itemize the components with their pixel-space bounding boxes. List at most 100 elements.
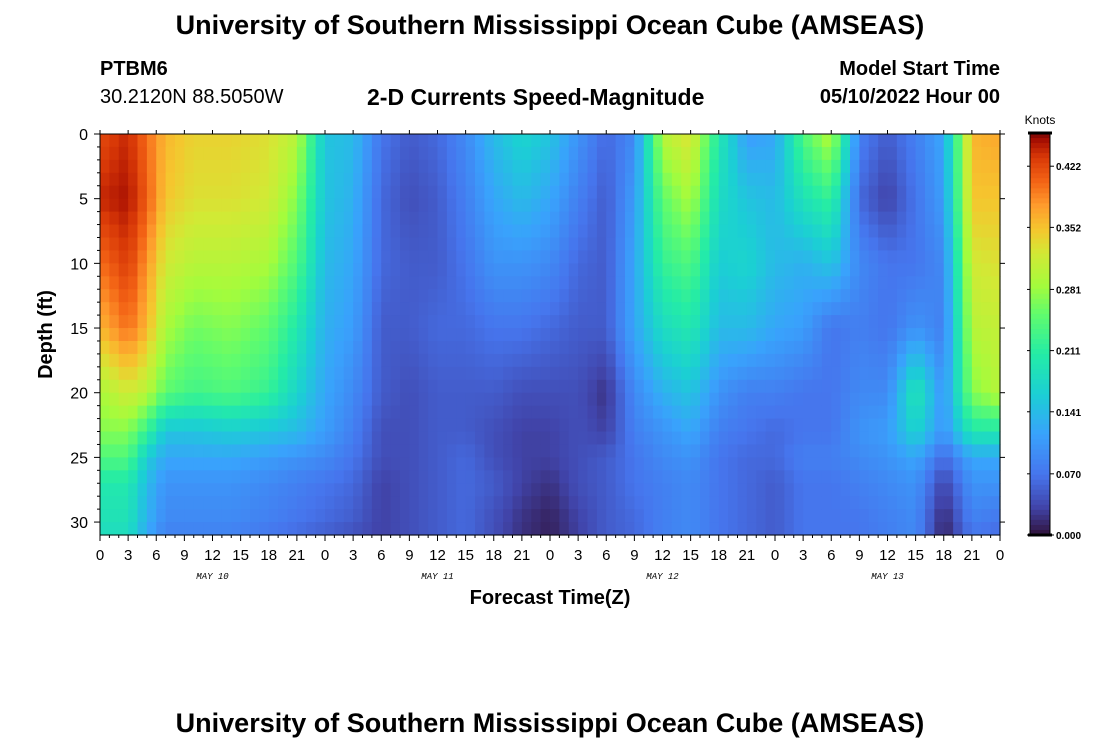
heatmap-cell [371, 263, 382, 277]
heatmap-cell [634, 302, 645, 316]
heatmap-cell [840, 224, 851, 239]
heatmap-cell [775, 263, 785, 277]
heatmap-cell [156, 211, 167, 226]
colorbar-swatch [1030, 474, 1050, 481]
heatmap-cell [831, 340, 842, 355]
heatmap-cell [746, 289, 757, 303]
heatmap-cell [803, 159, 814, 174]
heatmap-cell [634, 172, 645, 187]
heatmap-cell [390, 276, 401, 290]
colorbar-tick-label: 0.070 [1056, 470, 1081, 481]
heatmap-cell [868, 211, 879, 226]
heatmap-cell [943, 483, 954, 497]
heatmap-cell [446, 509, 457, 523]
heatmap-cell [193, 405, 204, 420]
heatmap-cell [343, 263, 354, 277]
colorbar-swatch [1030, 509, 1050, 516]
heatmap-cell [531, 289, 542, 303]
heatmap-cell [137, 392, 148, 407]
heatmap-cell [859, 470, 870, 484]
heatmap-cell [100, 328, 110, 342]
heatmap-cell [137, 366, 148, 381]
heatmap-cell [709, 263, 720, 277]
heatmap-cell [981, 392, 992, 407]
heatmap-cell [240, 289, 251, 303]
heatmap-cell [784, 353, 795, 368]
heatmap-cell [671, 224, 682, 239]
heatmap-cell [296, 366, 307, 381]
heatmap-cell [971, 159, 982, 174]
heatmap-cell [165, 289, 176, 303]
heatmap-cell [550, 353, 560, 368]
heatmap-cell [231, 379, 242, 394]
heatmap-cell [503, 405, 514, 420]
heatmap-cell [784, 328, 795, 342]
heatmap-cell [653, 457, 664, 471]
heatmap-cell [793, 250, 804, 264]
heatmap-cell [503, 457, 514, 471]
heatmap-cell [925, 457, 935, 471]
heatmap-cell [793, 211, 804, 226]
heatmap-cell [325, 366, 335, 381]
heatmap-cell [643, 457, 654, 471]
heatmap-cell [221, 457, 232, 471]
heatmap-cell [184, 250, 195, 264]
heatmap-cell [521, 263, 532, 277]
chart-subtitle: 2-D Currents Speed-Magnitude [367, 84, 705, 110]
x-tick-label: 15 [907, 547, 924, 564]
heatmap-cell [315, 379, 326, 394]
heatmap-cell [278, 340, 289, 355]
heatmap-cell [334, 263, 345, 277]
heatmap-cell [334, 353, 345, 368]
heatmap-cell [175, 328, 185, 342]
heatmap-cell [596, 431, 607, 446]
heatmap-cell [709, 366, 720, 381]
heatmap-cell [362, 146, 373, 161]
heatmap-cell [559, 134, 570, 148]
heatmap-cell [803, 289, 814, 303]
heatmap-cell [587, 172, 598, 187]
heatmap-cell [906, 250, 917, 264]
heatmap-cell [175, 224, 185, 239]
colorbar-swatch [1030, 349, 1050, 355]
heatmap-cell [250, 522, 260, 536]
heatmap-cell [896, 224, 907, 239]
heatmap-cell [203, 405, 214, 420]
heatmap-cell [709, 509, 720, 523]
heatmap-cell [437, 172, 448, 187]
heatmap-cell [803, 431, 814, 446]
heatmap-cell [503, 237, 514, 252]
heatmap-cell [943, 522, 954, 536]
heatmap-cell [165, 457, 176, 471]
heatmap-cell [578, 224, 589, 239]
heatmap-cell [681, 405, 692, 420]
heatmap-cell [634, 315, 645, 329]
heatmap-cell [887, 250, 898, 264]
heatmap-cell [943, 444, 954, 458]
heatmap-cell [596, 470, 607, 484]
heatmap-cell [775, 405, 785, 420]
heatmap-cell [446, 418, 457, 433]
heatmap-cell [906, 289, 917, 303]
heatmap-cell [475, 198, 485, 213]
heatmap-cell [596, 172, 607, 187]
heatmap-cell [475, 431, 485, 446]
heatmap-cell [550, 263, 560, 277]
heatmap-cell [625, 134, 635, 148]
model-start-label: Model Start Time [839, 58, 1000, 80]
heatmap-cell [437, 134, 448, 148]
heatmap-cell [803, 263, 814, 277]
heatmap-cell [728, 509, 739, 523]
heatmap-cell [503, 470, 514, 484]
heatmap-cell [334, 340, 345, 355]
heatmap-cell [156, 496, 167, 510]
heatmap-cell [821, 483, 832, 497]
heatmap-cell [362, 315, 373, 329]
heatmap-cell [765, 431, 776, 446]
heatmap-cell [934, 302, 945, 316]
heatmap-cell [371, 134, 382, 148]
heatmap-cell [550, 405, 560, 420]
heatmap-cell [184, 185, 195, 200]
heatmap-cell [971, 418, 982, 433]
heatmap-cell [175, 340, 185, 355]
